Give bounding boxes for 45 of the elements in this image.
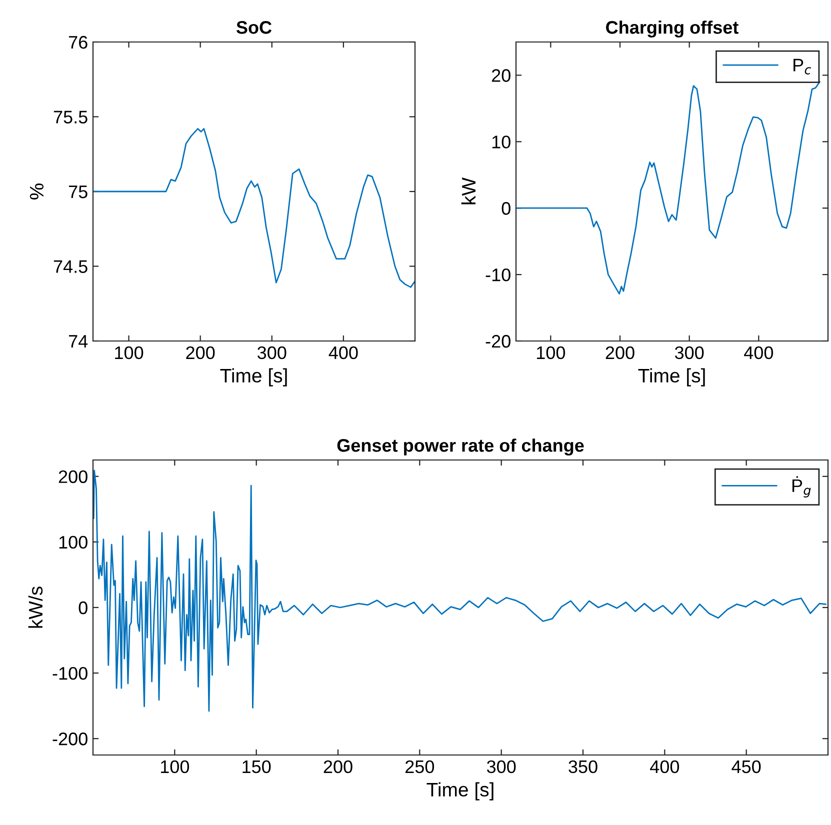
- y-tick-label: 74.5: [54, 260, 88, 273]
- chart-title: Charging offset: [606, 20, 738, 38]
- legend-label: Ṗ$_{g}$: [792, 476, 811, 498]
- line-series: [516, 81, 820, 295]
- x-tick-label: 300: [258, 346, 286, 360]
- x-tick-label: 350: [568, 760, 598, 774]
- x-tick-label: 200: [324, 760, 352, 774]
- x-tick-label: 100: [536, 346, 566, 360]
- y-tick-label: 10: [492, 136, 510, 148]
- y-tick-label: 0: [78, 601, 88, 614]
- y-tick-label: 0: [502, 202, 510, 215]
- chart-title: Genset power rate of change: [337, 438, 584, 456]
- y-tick-label: 100: [59, 536, 88, 549]
- x-axis-title: Time [s]: [638, 368, 705, 386]
- x-tick-label: 450: [732, 760, 761, 774]
- x-tick-label: 250: [406, 760, 434, 774]
- line-series: [93, 128, 415, 288]
- line-series: [93, 470, 826, 712]
- y-tick-label: -20: [486, 334, 510, 348]
- legend-label: P$_{c}$: [794, 58, 812, 74]
- y-tick-label: -100: [52, 666, 88, 680]
- y-tick-label: 75.5: [54, 110, 88, 124]
- x-axis-title: Time [s]: [426, 782, 494, 800]
- x-tick-label: 300: [674, 346, 704, 360]
- x-tick-label: 400: [744, 346, 774, 360]
- y-tick-label: -10: [486, 268, 510, 282]
- x-tick-label: 400: [328, 346, 358, 360]
- y-tick-label: 75: [68, 186, 88, 198]
- y-axis-title: %: [30, 184, 44, 200]
- y-tick-label: 20: [492, 69, 510, 82]
- x-tick-label: 400: [650, 760, 680, 774]
- y-tick-label: -200: [52, 732, 88, 746]
- chart-title: SoC: [236, 21, 272, 34]
- x-tick-label: 100: [115, 346, 144, 360]
- x-tick-label: 200: [606, 346, 634, 360]
- x-tick-label: 150: [242, 760, 271, 774]
- x-tick-label: 300: [486, 760, 516, 774]
- x-tick-label: 200: [186, 346, 215, 360]
- y-axis-title: kW/s: [28, 586, 43, 628]
- y-axis-title: kW: [461, 178, 476, 204]
- y-tick-label: 76: [68, 36, 88, 49]
- y-tick-label: 200: [58, 470, 88, 484]
- x-tick-label: 100: [160, 760, 190, 774]
- x-axis-title: Time [s]: [220, 368, 287, 386]
- y-tick-label: 74: [68, 335, 88, 348]
